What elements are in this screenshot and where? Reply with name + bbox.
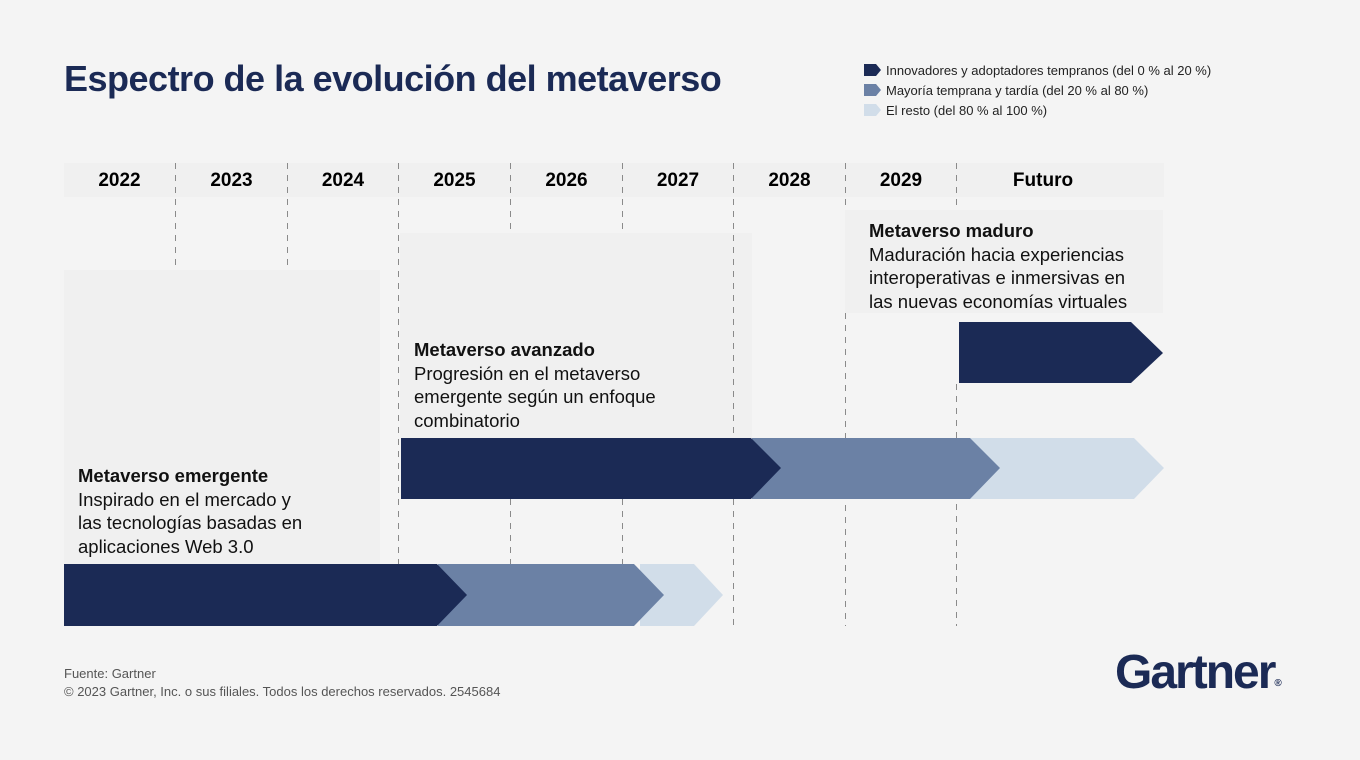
legend-item-majority: Mayoría temprana y tardía (del 20 % al 8… [864, 80, 1211, 100]
stage-title: Metaverso maduro [869, 220, 1034, 241]
advanced-arrow-light [960, 438, 1164, 499]
emergent-arrow-mid [438, 564, 664, 626]
stage-description-line: las nuevas economías virtuales [869, 290, 1128, 312]
emergent-arrow-light [640, 564, 723, 626]
stage-emergent: Metaverso emergente Inspirado en el merc… [78, 464, 302, 558]
year-label-2022: 2022 [98, 170, 141, 191]
legend-label: Mayoría temprana y tardía (del 20 % al 8… [886, 82, 1149, 98]
legend-label: El resto (del 80 % al 100 %) [886, 102, 1048, 118]
stage-title: Metaverso avanzado [414, 339, 595, 360]
year-label-2024: 2024 [321, 170, 365, 191]
stage-advanced: Metaverso avanzado Progresión en el meta… [414, 338, 656, 432]
stage-description-line: las tecnologías basadas en [78, 512, 303, 533]
page-title: Espectro de la evolución del metaverso [64, 58, 722, 99]
panel-advanced [400, 233, 752, 438]
logo-text: Gartner [1115, 646, 1276, 699]
gartner-logo: Gartner® [1115, 645, 1282, 700]
year-label-2026: 2026 [545, 170, 588, 191]
stage-description-line: emergente según un enfoque [414, 386, 656, 407]
footer: Fuente: Gartner © 2023 Gartner, Inc. o s… [64, 665, 500, 701]
stage-description-line: aplicaciones Web 3.0 [78, 535, 254, 557]
year-label-2023: 2023 [210, 170, 253, 191]
stage-description-line: Inspirado en el mercado y [78, 488, 291, 510]
registered-mark: ® [1274, 678, 1282, 689]
advanced-arrow-dark [401, 438, 781, 499]
year-header-band [64, 163, 1164, 197]
legend-item-rest: El resto (del 80 % al 100 %) [864, 100, 1211, 120]
year-label-2028: 2028 [768, 170, 811, 191]
year-label-2027: 2027 [656, 170, 700, 191]
year-label-futuro: Futuro [1012, 170, 1074, 191]
stage-description-line: interoperativas e inmersivas en [869, 267, 1126, 288]
year-label-2029: 2029 [879, 170, 923, 191]
source-note: Fuente: Gartner [64, 666, 156, 681]
emergent-arrow-dark [64, 564, 467, 626]
copyright-note: © 2023 Gartner, Inc. o sus filiales. Tod… [64, 684, 501, 699]
stage-title: Metaverso emergente [78, 465, 269, 486]
panel-mature [845, 210, 1163, 313]
stage-mature: Metaverso maduro Maduración hacia experi… [869, 219, 1127, 313]
stage-description-line: combinatorio [414, 409, 520, 431]
panel-emergent [64, 270, 380, 566]
legend-swatch-dark [864, 64, 881, 76]
year-label-2025: 2025 [433, 170, 476, 191]
legend-swatch-mid [864, 84, 881, 96]
stage-description-line: Progresión en el metaverso [414, 362, 641, 384]
legend-swatch-light [864, 104, 881, 116]
legend: Innovadores y adoptadores tempranos (del… [864, 60, 1211, 120]
stage-description-line: Maduración hacia experiencias [869, 243, 1125, 265]
legend-label: Innovadores y adoptadores tempranos (del… [886, 62, 1212, 78]
legend-item-innovators: Innovadores y adoptadores tempranos (del… [864, 60, 1211, 80]
advanced-arrow-mid [752, 438, 1000, 499]
mature-arrow-dark [959, 322, 1163, 383]
